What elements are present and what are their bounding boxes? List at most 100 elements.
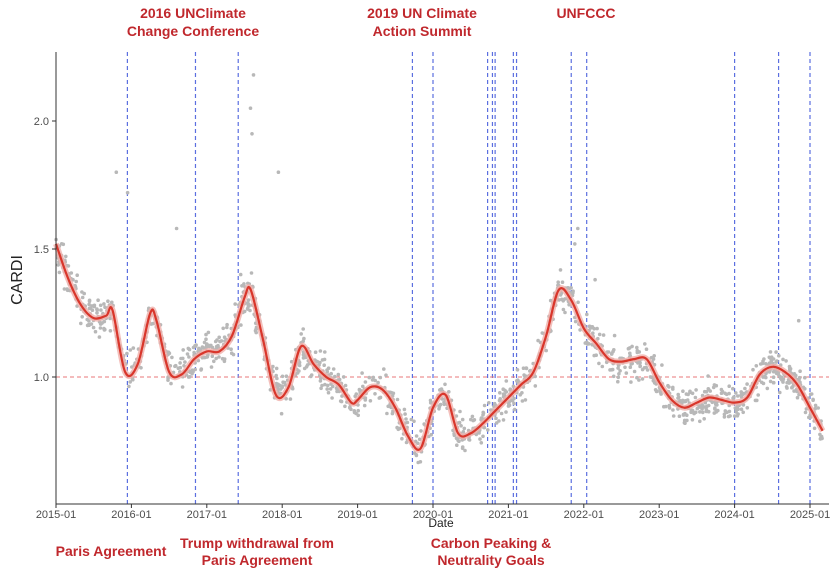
data-point: [595, 326, 599, 331]
data-point: [329, 371, 334, 376]
data-point: [239, 323, 243, 327]
data-point: [206, 330, 211, 335]
data-point: [677, 414, 682, 419]
data-point: [191, 345, 196, 350]
annotation-bottom-2: Paris Agreement: [202, 552, 313, 568]
data-point: [632, 369, 637, 374]
y-tick-label: 1.5: [34, 244, 49, 256]
data-point: [214, 356, 218, 361]
data-point: [271, 364, 275, 369]
data-point: [608, 368, 612, 372]
data-point: [110, 300, 114, 305]
data-point: [504, 410, 508, 414]
data-point: [735, 414, 740, 418]
data-point: [274, 366, 279, 371]
data-point: [202, 355, 207, 360]
data-point: [787, 367, 792, 371]
data-point: [460, 417, 465, 422]
annotation-top-2: Action Summit: [373, 23, 472, 39]
data-point: [502, 392, 507, 396]
data-point: [705, 404, 709, 409]
data-point: [504, 379, 509, 383]
data-point: [731, 386, 735, 391]
data-point: [343, 383, 348, 388]
data-point: [732, 395, 736, 399]
data-point: [521, 366, 526, 371]
data-point: [225, 325, 229, 330]
data-point: [816, 406, 820, 410]
data-point: [313, 350, 318, 355]
data-point: [299, 332, 304, 336]
data-point: [363, 396, 368, 400]
data-point: [108, 329, 113, 333]
data-point: [765, 386, 770, 391]
data-point: [103, 305, 107, 310]
data-point: [478, 437, 482, 441]
data-point: [378, 375, 383, 380]
data-point: [91, 325, 96, 330]
data-point: [739, 407, 744, 412]
data-point: [192, 350, 196, 355]
data-point: [609, 352, 614, 356]
data-point: [713, 406, 717, 410]
data-point: [704, 407, 709, 412]
data-point: [395, 397, 400, 402]
data-point: [459, 424, 463, 428]
data-point: [326, 366, 331, 371]
data-point: [61, 242, 66, 247]
data-point: [288, 397, 293, 401]
data-point: [680, 398, 685, 403]
data-point: [571, 291, 575, 295]
data-point: [652, 354, 656, 358]
data-point: [69, 271, 74, 275]
data-point: [658, 390, 663, 395]
data-point: [93, 329, 98, 334]
data-point: [276, 170, 281, 174]
data-point: [402, 407, 407, 412]
data-point: [671, 385, 675, 390]
data-point: [386, 404, 391, 409]
data-point: [688, 389, 692, 394]
data-point: [220, 356, 225, 361]
x-tick-label: 2018-01: [262, 509, 302, 521]
data-point: [795, 395, 800, 400]
data-point: [194, 343, 198, 347]
data-point: [768, 350, 773, 354]
data-point: [689, 408, 694, 413]
data-point: [414, 434, 419, 438]
data-point: [573, 319, 578, 324]
data-point: [626, 346, 631, 351]
data-point: [404, 417, 408, 421]
data-point: [600, 364, 605, 369]
data-point: [330, 396, 334, 400]
y-ticks: 1.0 1.5 2.0: [34, 116, 56, 384]
annotation-top-3: UNFCCC: [556, 5, 615, 21]
data-point: [671, 414, 676, 418]
data-point: [628, 365, 633, 370]
data-point: [470, 414, 475, 419]
data-point: [87, 306, 92, 311]
data-point: [643, 342, 647, 346]
data-point: [458, 409, 462, 414]
axes: [55, 52, 829, 505]
data-point: [558, 268, 563, 272]
data-point: [644, 365, 648, 370]
data-point: [412, 419, 416, 424]
data-point: [520, 399, 525, 403]
data-point: [217, 355, 221, 359]
data-point: [563, 310, 567, 315]
data-point: [683, 421, 687, 426]
data-point: [185, 352, 190, 356]
data-point: [331, 384, 335, 389]
data-point: [796, 318, 801, 323]
data-point: [533, 384, 538, 388]
data-point: [683, 399, 688, 403]
data-point: [207, 344, 212, 349]
data-point: [95, 308, 99, 312]
data-point: [623, 365, 627, 370]
data-point: [128, 348, 133, 352]
data-point: [498, 391, 502, 395]
data-point: [279, 387, 283, 391]
data-point: [726, 414, 731, 419]
data-point: [819, 434, 824, 439]
